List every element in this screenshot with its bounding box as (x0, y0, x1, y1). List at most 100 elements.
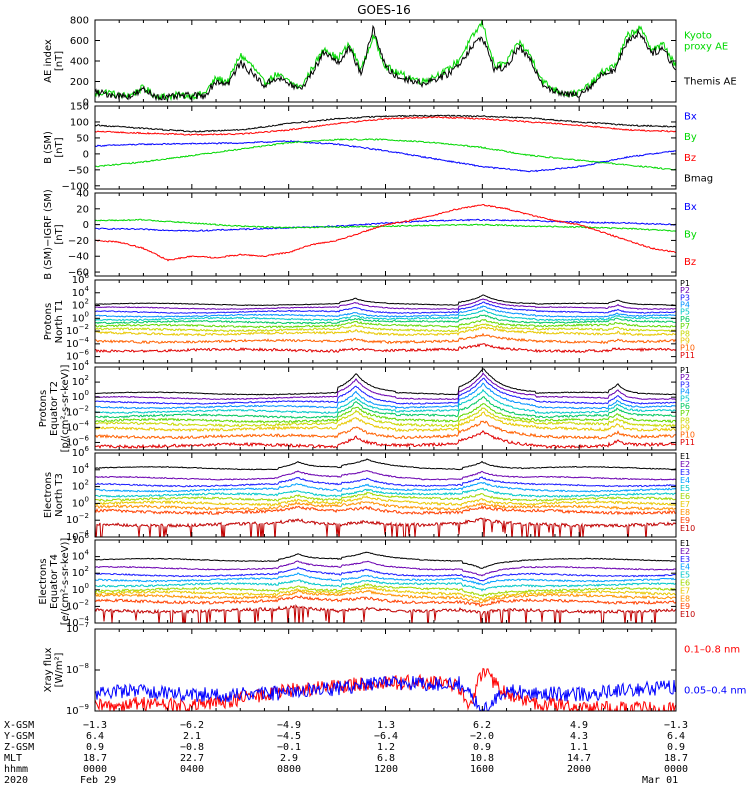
legend-ae-1: Themis AE (683, 77, 737, 88)
footer-value: 0400 (180, 764, 204, 775)
ylabel-xray: Xray flux (43, 648, 54, 693)
legend-pn-P1: P1 (680, 279, 690, 288)
panel-bigrf: −60 −40 −20 0 20 40 B (SM)−IGRF (SM) [nT] Bx By Bz (43, 189, 697, 280)
footer-value: −1.3 (664, 720, 688, 731)
ytick-label: 104 (72, 549, 90, 563)
ylabel-pe: Equator T2 (49, 381, 60, 436)
ytick-label: 102 (72, 374, 89, 388)
footer-value: 1200 (374, 764, 398, 775)
legend-en-E5: E5 (680, 484, 690, 493)
footer-value: 14.7 (567, 753, 591, 764)
footer-year: 2020 (4, 775, 28, 786)
series-bsm-2 (95, 116, 676, 136)
legend-ae-0: Kyoto (684, 31, 712, 42)
ytick-label: 102 (72, 479, 89, 493)
legend-ee-E9: E9 (680, 602, 690, 611)
series-en-E5 (95, 487, 676, 498)
ytick-label: 100 (72, 582, 89, 596)
legend-pe-P6: P6 (680, 402, 690, 411)
legend-pn-P11: P11 (680, 351, 695, 360)
ytick-label: 10−7 (66, 621, 89, 635)
legend-ee-E4: E4 (680, 563, 690, 572)
footer-label-Z-GSM: Z-GSM (4, 742, 34, 753)
series-pn-P1 (95, 294, 676, 307)
legend-ee-E2: E2 (680, 547, 690, 556)
series-pn-P10 (95, 332, 676, 345)
footer-value: 2.9 (280, 753, 298, 764)
legend-pn-P2: P2 (680, 286, 690, 295)
ytick-label: 150 (70, 102, 89, 113)
series-en-E10 (95, 517, 676, 537)
legend-pe-P1: P1 (680, 366, 690, 375)
footer-value: 18.7 (83, 753, 107, 764)
footer-value: 0800 (277, 764, 301, 775)
ytick-label: −100 (62, 181, 89, 192)
panel-bsm-lines (95, 114, 676, 173)
series-pn-P9 (95, 326, 676, 337)
series-pe-P7 (95, 403, 676, 424)
legend-pe-P11: P11 (680, 438, 695, 447)
ytick-label: 10−9 (66, 703, 89, 717)
series-ae-1 (95, 24, 676, 102)
ylabel-pe: Protons (38, 390, 49, 427)
series-ee-E10 (95, 603, 676, 623)
ylabel-ee: Electrons (38, 558, 49, 604)
ylabel-ae: [nT] (54, 51, 65, 71)
footer-value: 0000 (664, 764, 688, 775)
legend-bigrf-0: Bx (684, 202, 697, 213)
series-en-E8 (95, 501, 676, 512)
series-bigrf-1 (95, 218, 676, 232)
legend-bsm-3: Bmag (684, 174, 713, 185)
ylabel-bigrf: [nT] (54, 224, 65, 244)
series-pe-P3 (95, 377, 676, 405)
ytick-label: 600 (70, 36, 89, 47)
ytick-label: 0 (83, 98, 89, 109)
series-bigrf-0 (95, 218, 676, 233)
ylabel-pe: [p/(cm²-s-sr-keV)] (60, 365, 71, 453)
legend-en-E6: E6 (680, 492, 690, 501)
legend-pe-P9: P9 (680, 423, 690, 432)
chart-title: GOES-16 (357, 3, 411, 17)
ytick-label: 106 (72, 445, 90, 459)
panel-en-lines (95, 458, 676, 537)
footer-value: 1.3 (377, 720, 395, 731)
ytick-label: 104 (72, 359, 90, 373)
ytick-label: 10−2 (66, 512, 89, 526)
series-ee-E2 (95, 560, 676, 577)
series-ee-E7 (95, 586, 676, 601)
series-pe-P8 (95, 407, 676, 428)
legend-en-E4: E4 (680, 476, 690, 485)
footer-value: 6.8 (377, 753, 395, 764)
footer-value: 6.4 (667, 731, 685, 742)
legend-pn-P4: P4 (680, 301, 690, 310)
ylabel-bsm: B (SM) (43, 131, 54, 164)
ytick-label: 0 (83, 149, 89, 160)
series-pe-P5 (95, 388, 676, 415)
legend-ee-E10: E10 (680, 610, 695, 619)
ytick-label: 200 (70, 77, 89, 88)
series-ee-E9 (95, 594, 676, 608)
legend-en-E3: E3 (680, 468, 690, 477)
ytick-label: −50 (68, 165, 89, 176)
footer-label-X-GSM: X-GSM (4, 720, 34, 731)
legend-en-E1: E1 (680, 452, 690, 461)
footer-value: 2.1 (183, 731, 201, 742)
legend-ee-E5: E5 (680, 571, 690, 580)
legend-ee-E3: E3 (680, 555, 690, 564)
series-ee-E6 (95, 583, 676, 598)
ylabel-bsm: [nT] (54, 137, 65, 157)
series-pn-P8 (95, 323, 676, 333)
series-en-E6 (95, 491, 676, 502)
legend-pn-P9: P9 (680, 336, 690, 345)
footer-value: −0.1 (277, 742, 301, 753)
footer-value: 22.7 (180, 753, 204, 764)
legend-en-E9: E9 (680, 516, 690, 525)
ytick-label: −40 (68, 252, 89, 263)
ytick-label: 50 (76, 133, 89, 144)
footer-value: 2000 (567, 764, 591, 775)
series-en-E4 (95, 481, 676, 493)
